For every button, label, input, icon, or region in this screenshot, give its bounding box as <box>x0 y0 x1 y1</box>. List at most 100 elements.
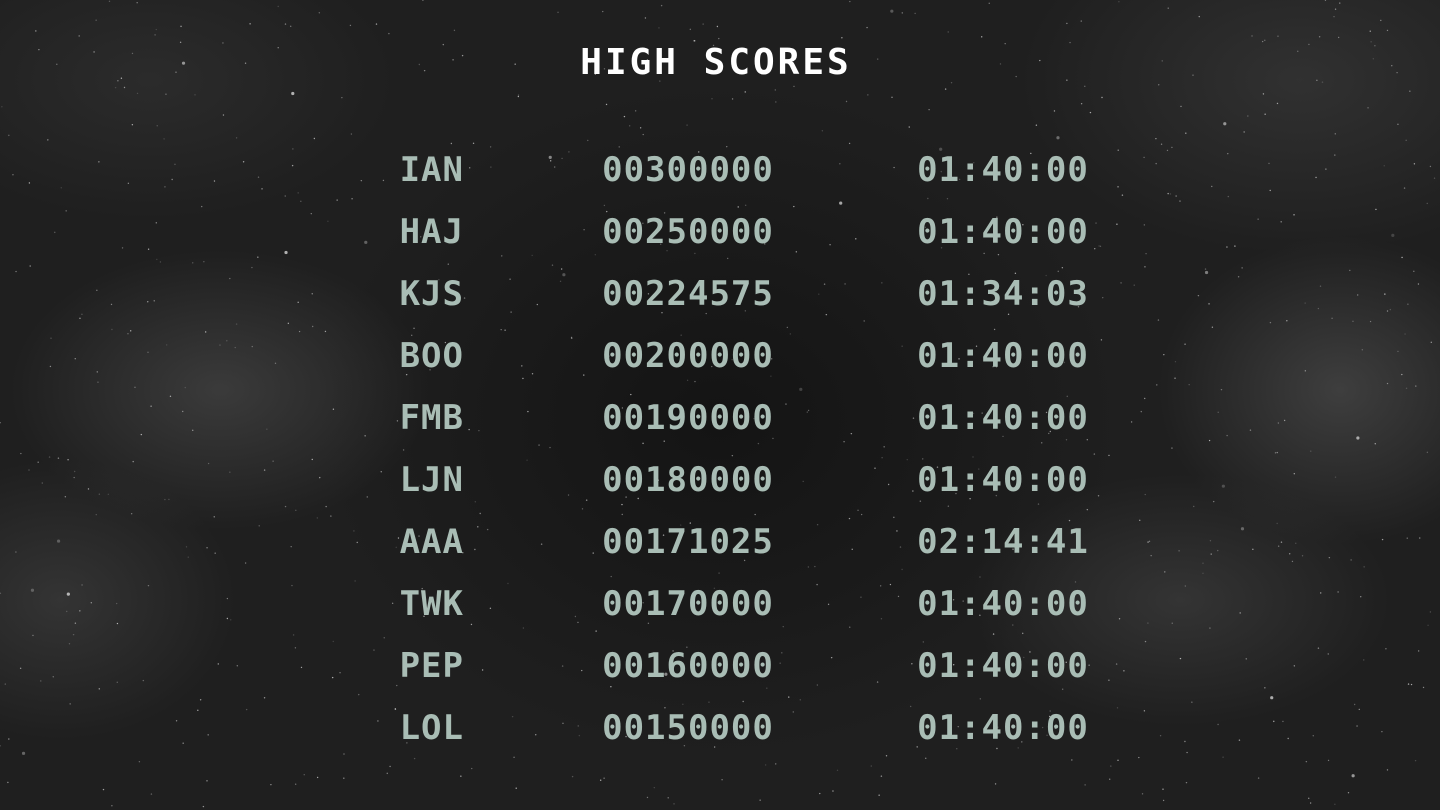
star <box>413 757 416 760</box>
star <box>857 509 859 511</box>
star <box>360 179 363 182</box>
star <box>975 345 978 347</box>
star <box>244 62 247 64</box>
star <box>1211 185 1213 188</box>
star <box>712 44 715 47</box>
star <box>849 0 851 3</box>
star <box>396 420 399 422</box>
star <box>156 125 158 127</box>
star <box>827 603 830 606</box>
star <box>1178 550 1180 552</box>
star <box>1283 419 1286 422</box>
star <box>607 548 609 551</box>
star <box>472 142 475 145</box>
star <box>1143 224 1146 226</box>
star <box>98 688 100 690</box>
star <box>1212 500 1215 503</box>
star <box>642 602 644 604</box>
star <box>1386 769 1389 771</box>
star <box>716 345 719 348</box>
star <box>407 291 409 294</box>
star <box>207 462 210 465</box>
star <box>1086 439 1089 441</box>
star <box>694 252 696 255</box>
star <box>1041 726 1044 729</box>
star <box>1370 41 1372 43</box>
star <box>463 297 466 299</box>
score-score: 00200000 <box>602 336 774 376</box>
star <box>1116 707 1119 709</box>
star <box>1406 537 1408 539</box>
star <box>1277 545 1280 547</box>
star <box>949 729 951 731</box>
star <box>272 460 274 462</box>
star <box>625 496 627 498</box>
score-row: KJS 00224575 01:34:03 <box>0 274 1440 314</box>
star <box>1317 307 1320 310</box>
star <box>870 765 872 767</box>
score-name: LOL <box>399 708 464 748</box>
star <box>213 516 215 518</box>
star <box>1277 35 1279 37</box>
star <box>832 790 834 792</box>
star <box>743 559 746 562</box>
star <box>560 268 563 270</box>
star <box>1305 760 1308 763</box>
star <box>242 161 245 163</box>
star <box>1386 310 1389 312</box>
score-time: 01:40:00 <box>917 708 1089 748</box>
star <box>1007 313 1010 316</box>
star <box>395 546 397 549</box>
star <box>319 476 321 479</box>
star <box>849 626 851 628</box>
star <box>1197 294 1200 297</box>
star <box>1022 632 1024 635</box>
star <box>1426 451 1429 454</box>
score-time: 01:40:00 <box>917 398 1089 438</box>
star <box>318 12 321 14</box>
star <box>222 114 225 116</box>
star <box>1316 79 1318 82</box>
star <box>585 499 588 501</box>
star <box>1337 36 1340 39</box>
star <box>380 471 382 473</box>
star <box>168 498 170 501</box>
star <box>1171 447 1173 449</box>
star <box>350 133 353 135</box>
star <box>825 313 828 316</box>
star <box>21 751 26 755</box>
star <box>744 91 746 93</box>
star <box>251 345 253 348</box>
star <box>292 148 294 150</box>
star <box>839 163 841 165</box>
star <box>169 395 172 398</box>
star <box>1308 797 1310 799</box>
star <box>901 12 903 14</box>
star <box>1429 165 1432 168</box>
star <box>1202 572 1204 575</box>
star <box>1160 143 1163 145</box>
star <box>155 28 157 31</box>
star <box>944 88 947 90</box>
star <box>626 164 628 167</box>
star <box>1321 81 1324 83</box>
star <box>12 174 14 176</box>
star <box>911 663 913 665</box>
star <box>514 63 516 65</box>
star <box>1234 245 1236 247</box>
star <box>489 146 492 148</box>
star <box>311 293 313 295</box>
star <box>909 705 912 708</box>
star <box>521 365 523 367</box>
star <box>1171 622 1173 624</box>
star <box>766 687 768 689</box>
star <box>549 160 552 162</box>
star <box>950 82 953 84</box>
star <box>468 428 470 431</box>
star <box>999 63 1002 65</box>
star <box>1100 339 1103 341</box>
star <box>1159 734 1162 737</box>
star <box>132 460 134 463</box>
score-row: BOO 00200000 01:40:00 <box>0 336 1440 376</box>
star <box>47 139 49 141</box>
